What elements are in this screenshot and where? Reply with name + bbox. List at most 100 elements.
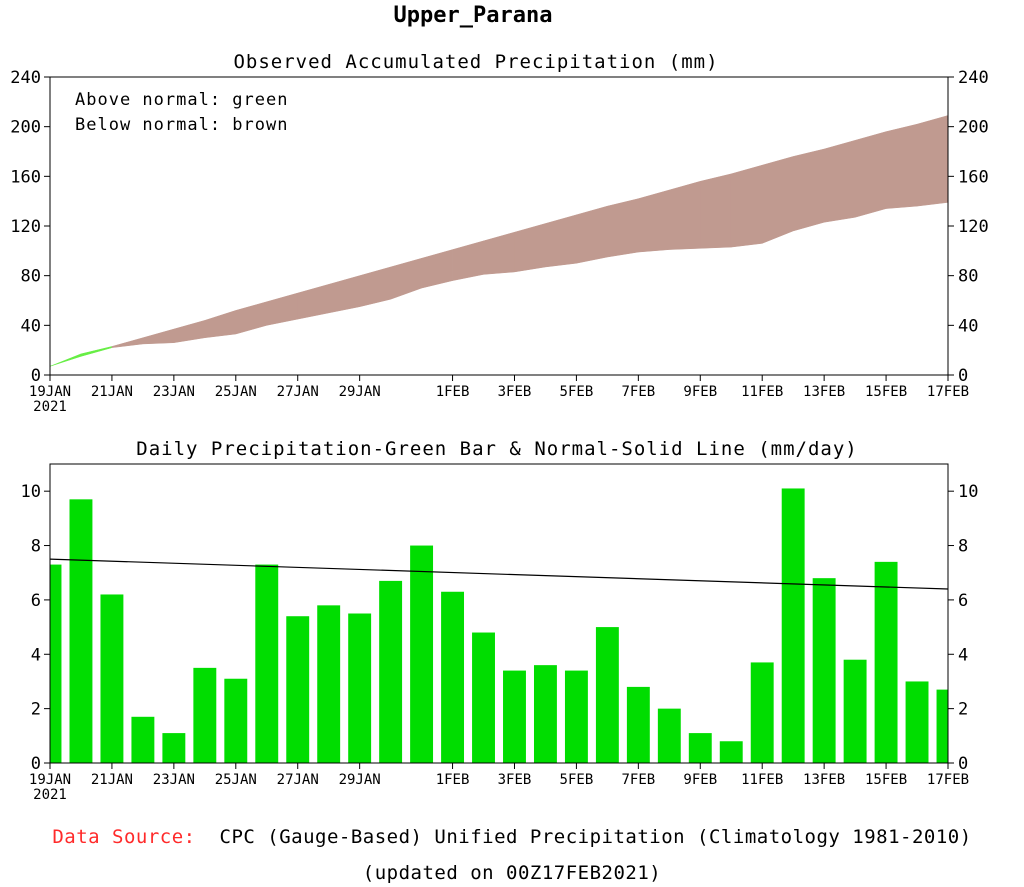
- y-tick-label-left: 80: [21, 267, 41, 287]
- x-tick-label: 7FEB: [621, 384, 655, 400]
- daily-bar: [224, 678, 248, 763]
- x-tick-label: 3FEB: [498, 384, 532, 400]
- y-tick-label-right: 6: [958, 591, 968, 611]
- daily-bar: [905, 681, 929, 763]
- daily-bar: [317, 605, 341, 763]
- y-tick-label-right: 40: [958, 316, 978, 336]
- y-tick-label-left: 6: [31, 591, 41, 611]
- x-tick-label: 25JAN: [215, 384, 257, 400]
- y-tick-label-right: 2: [958, 700, 968, 720]
- x-tick-label: 9FEB: [683, 384, 717, 400]
- y-tick-label-right: 8: [958, 537, 968, 557]
- y-tick-label-left: 160: [10, 167, 41, 187]
- daily-bar: [503, 670, 526, 763]
- x-tick-label: 11FEB: [741, 772, 783, 788]
- normal-line: [49, 558, 949, 590]
- x-year-label: 2021: [33, 787, 67, 803]
- x-tick-label: 29JAN: [339, 772, 381, 788]
- precipitation-figure: Upper_Parana Observed Accumulated Precip…: [10, 3, 989, 803]
- y-tick-label-right: 240: [958, 68, 989, 88]
- accumulated-title: Observed Accumulated Precipitation (mm): [233, 51, 718, 73]
- daily-bar: [874, 561, 898, 763]
- daily-bar: [626, 686, 650, 763]
- accumulated-segment-below: [111, 337, 144, 348]
- daily-bar: [348, 613, 372, 763]
- page-title: Upper_Parana: [394, 3, 553, 28]
- daily-bar: [750, 662, 774, 763]
- x-tick-label: 17FEB: [927, 384, 969, 400]
- x-tick-label: 27JAN: [277, 772, 319, 788]
- accumulated-segment-below: [390, 257, 422, 300]
- daily-bar: [100, 594, 124, 763]
- accumulated-segment-below: [483, 231, 515, 275]
- daily-bar: [441, 591, 465, 763]
- daily-bar: [688, 733, 712, 763]
- x-tick-label: 5FEB: [560, 384, 594, 400]
- x-tick-label: 23JAN: [153, 384, 195, 400]
- x-tick-label: 1FEB: [436, 384, 470, 400]
- daily-bar: [657, 708, 681, 763]
- daily-bar: [472, 632, 495, 763]
- updated-line: (updated on 00Z17FEB2021): [362, 862, 662, 884]
- x-tick-label: 21JAN: [91, 772, 133, 788]
- accumulated-segment-above: [49, 353, 82, 367]
- daily-title: Daily Precipitation-Green Bar & Normal-S…: [136, 438, 857, 460]
- x-tick-label: 25JAN: [215, 772, 257, 788]
- x-tick-label: 27JAN: [277, 384, 319, 400]
- y-tick-label-right: 0: [958, 366, 968, 386]
- x-year-label: 2021: [33, 399, 67, 415]
- y-tick-label-right: 80: [958, 267, 978, 287]
- legend-below-normal: Below normal: brown: [75, 115, 288, 135]
- daily-bar: [379, 580, 403, 763]
- daily-bar: [162, 733, 186, 763]
- daily-bar: [564, 670, 588, 763]
- accumulated-segment-below: [359, 266, 391, 308]
- accumulated-segment-below: [854, 131, 887, 218]
- daily-bar: [812, 578, 836, 763]
- accumulated-segment-below: [545, 214, 577, 268]
- x-tick-label: 19JAN: [29, 384, 71, 400]
- x-tick-label: 3FEB: [498, 772, 532, 788]
- x-tick-label: 15FEB: [865, 772, 907, 788]
- daily-bar: [255, 564, 279, 763]
- accumulated-segment-below: [452, 240, 484, 281]
- daily-bar: [193, 667, 217, 763]
- x-tick-label: 5FEB: [560, 772, 594, 788]
- daily-bar: [50, 564, 62, 763]
- x-tick-label: 19JAN: [29, 772, 71, 788]
- accumulated-segment-below: [328, 275, 360, 314]
- y-tick-label-left: 120: [10, 217, 41, 237]
- y-tick-label-left: 40: [21, 316, 41, 336]
- accumulated-segment-below: [421, 249, 453, 289]
- daily-bar: [719, 741, 743, 763]
- y-tick-label-right: 200: [958, 118, 989, 138]
- x-tick-label: 1FEB: [436, 772, 470, 788]
- x-tick-label: 17FEB: [927, 772, 969, 788]
- accumulated-segment-below: [297, 284, 329, 320]
- accumulated-segment-below: [514, 223, 546, 273]
- accumulated-segment-below: [607, 198, 639, 258]
- x-tick-label: 29JAN: [339, 384, 381, 400]
- legend-above-normal: Above normal: green: [75, 90, 288, 110]
- x-tick-label: 21JAN: [91, 384, 133, 400]
- data-source-label: Data Source:: [52, 826, 196, 848]
- accumulated-segment-below: [700, 173, 732, 249]
- y-tick-label-right: 4: [958, 645, 968, 665]
- y-tick-label-right: 10: [958, 482, 978, 502]
- accumulated-segment-below: [792, 148, 825, 232]
- accumulated-segment-below: [916, 115, 949, 207]
- y-tick-label-left: 0: [31, 754, 41, 774]
- accumulated-segment-below: [761, 156, 794, 244]
- daily-bar: [131, 716, 155, 763]
- x-tick-label: 13FEB: [803, 384, 845, 400]
- daily-x-axis: 19JAN 21JAN 23JAN 25JAN 27JAN 29JAN 1FEB 3FEB 5F…: [29, 763, 969, 803]
- accumulated-segment-below: [823, 139, 856, 223]
- accumulated-segment-below: [266, 292, 298, 326]
- daily-bar: [69, 499, 93, 763]
- accumulated-segment-above: [80, 346, 113, 357]
- accumulated-segment-below: [638, 189, 670, 253]
- accumulated-plot-area: [49, 115, 949, 367]
- y-tick-label-left: 240: [10, 68, 41, 88]
- data-source-line: Data Source: CPC (Gauge-Based) Unified P…: [0, 826, 1024, 848]
- accumulated-segment-below: [885, 123, 918, 209]
